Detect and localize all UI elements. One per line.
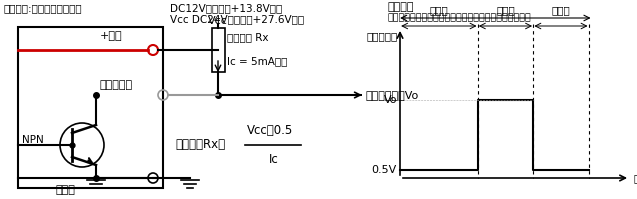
Text: センサ出力　Vo: センサ出力 Vo bbox=[365, 90, 419, 100]
Text: DC12Vファン：+13.8V以下: DC12Vファン：+13.8V以下 bbox=[170, 3, 282, 13]
Text: 出力波形: 出力波形 bbox=[388, 2, 415, 12]
Text: センサ出力: センサ出力 bbox=[367, 31, 398, 41]
Text: Vcc DC24Vファン：+27.6V以下: Vcc DC24Vファン：+27.6V以下 bbox=[170, 14, 304, 24]
Text: 抵抗負荷 Rx: 抵抗負荷 Rx bbox=[227, 32, 269, 42]
Text: Ic = 5mA以下: Ic = 5mA以下 bbox=[227, 56, 287, 66]
Text: Ic: Ic bbox=[269, 153, 279, 166]
Text: 回転時: 回転時 bbox=[429, 5, 448, 15]
Text: 時間: 時間 bbox=[633, 173, 637, 183]
Text: 0.5V: 0.5V bbox=[372, 165, 397, 175]
Text: （左図のように抵抗負荷を入れ、プルアップした場合）: （左図のように抵抗負荷を入れ、プルアップした場合） bbox=[388, 13, 532, 22]
Text: NPN: NPN bbox=[22, 135, 44, 145]
Text: Vcc: Vcc bbox=[208, 16, 228, 26]
Text: Vcc－0.5: Vcc－0.5 bbox=[247, 124, 293, 137]
Text: +：赤: +：赤 bbox=[100, 31, 123, 41]
Bar bbox=[18, 27, 163, 188]
Bar bbox=[211, 28, 224, 72]
Text: センサ：灰: センサ：灰 bbox=[100, 80, 133, 90]
Text: 抵抗負荷Rx＝: 抵抗負荷Rx＝ bbox=[175, 139, 225, 151]
Text: 回転時: 回転時 bbox=[552, 5, 570, 15]
Text: Vo: Vo bbox=[383, 95, 397, 105]
Text: －：黒: －：黒 bbox=[55, 185, 75, 195]
Text: 出力回路:オープンコレクタ: 出力回路:オープンコレクタ bbox=[3, 3, 82, 13]
Text: 停止時: 停止時 bbox=[496, 5, 515, 15]
